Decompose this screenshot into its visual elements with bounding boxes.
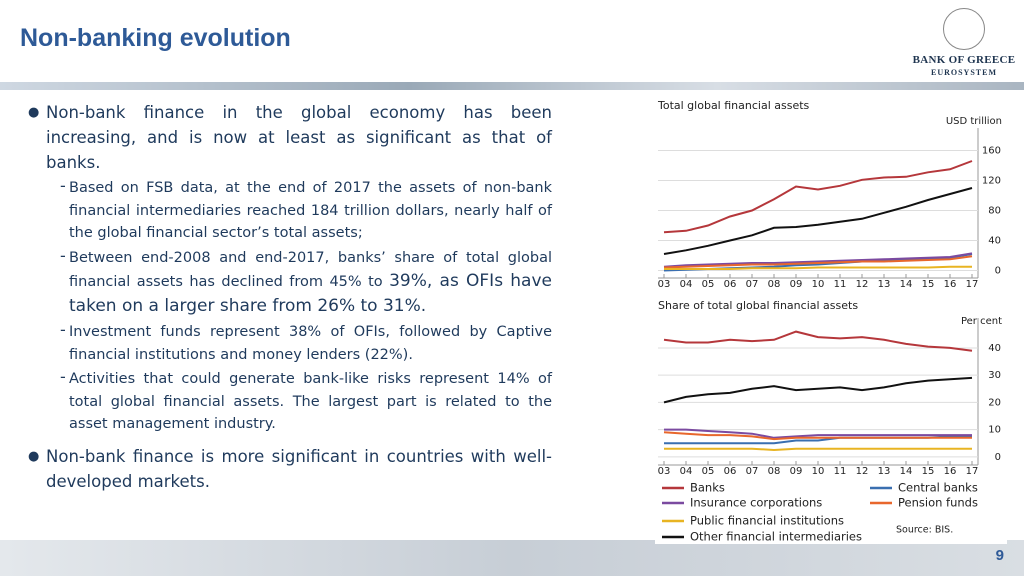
- x-tick-label: 03: [658, 279, 671, 290]
- series-line: [663, 160, 973, 234]
- x-tick-label: 11: [834, 279, 847, 290]
- bullet: Non-bank finance is more significant in …: [28, 444, 552, 494]
- x-tick-label: 14: [900, 279, 913, 290]
- y-tick-label: 40: [988, 343, 1001, 354]
- y-tick-label: 0: [995, 266, 1001, 277]
- sub-bullet-text: Between end-2008 and end-2017, banks’ sh…: [69, 249, 552, 291]
- bullet-text: Non-bank finance is more significant in …: [46, 446, 552, 491]
- series-line: [664, 265, 972, 270]
- bullet: Non-bank finance in the global economy h…: [28, 100, 552, 436]
- x-tick-label: 10: [812, 466, 825, 477]
- sub-bullet-text: Investment funds represent 38% of OFIs, …: [69, 324, 552, 363]
- y-tick-label: 10: [988, 425, 1001, 436]
- sub-bullet-text: Activities that could generate bank-like…: [69, 371, 552, 432]
- x-tick-label: 14: [900, 466, 913, 477]
- logo-subtitle: EUROSYSTEM: [930, 68, 997, 77]
- sub-bullet-text: Based on FSB data, at the end of 2017 th…: [69, 180, 552, 241]
- x-tick-label: 06: [724, 466, 737, 477]
- footer-band: [0, 540, 1024, 576]
- legend-label: Central banks: [898, 481, 978, 495]
- chart-title: Total global financial assets: [657, 99, 810, 112]
- x-tick-label: 12: [856, 279, 869, 290]
- sub-bullet: Investment funds represent 38% of OFIs, …: [46, 319, 552, 366]
- series-line: [664, 447, 972, 452]
- page-number: 9: [995, 547, 1004, 564]
- x-tick-label: 10: [812, 279, 825, 290]
- legend-label: Other financial intermediaries: [690, 530, 862, 544]
- x-tick-label: 15: [922, 279, 935, 290]
- x-tick-label: 08: [768, 279, 781, 290]
- series-line: [663, 376, 973, 404]
- x-tick-label: 13: [878, 466, 891, 477]
- y-tick-label: 160: [982, 146, 1001, 157]
- x-tick-label: 04: [680, 466, 693, 477]
- sub-bullet: Activities that could generate bank-like…: [46, 366, 552, 436]
- x-tick-label: 17: [966, 466, 979, 477]
- x-tick-label: 11: [834, 466, 847, 477]
- y-axis-label: USD trillion: [946, 116, 1002, 127]
- x-tick-label: 16: [944, 466, 957, 477]
- legend-label: Pension funds: [898, 496, 978, 510]
- x-tick-label: 13: [878, 279, 891, 290]
- y-tick-label: 40: [988, 236, 1001, 247]
- y-tick-label: 30: [988, 370, 1001, 381]
- sub-bullet: Between end-2008 and end-2017, banks’ sh…: [46, 245, 552, 320]
- sub-bullet-emphasis: 39%, as OFIs have taken on a larger shar…: [69, 271, 552, 316]
- bullet-list: Non-bank finance in the global economy h…: [28, 100, 552, 502]
- series-line: [663, 187, 973, 255]
- y-tick-label: 120: [982, 176, 1001, 187]
- slide-title: Non-banking evolution: [20, 24, 291, 52]
- x-tick-label: 05: [702, 466, 715, 477]
- bullet-text: Non-bank finance in the global economy h…: [46, 103, 552, 172]
- y-tick-label: 80: [988, 206, 1001, 217]
- chart-panel: [655, 96, 1007, 544]
- series-line: [663, 431, 972, 441]
- y-tick-label: 20: [988, 397, 1001, 408]
- logo-seal: [943, 8, 985, 50]
- y-tick-label: 0: [995, 452, 1001, 463]
- y-axis-label: Per cent: [961, 316, 1002, 327]
- x-tick-label: 04: [680, 279, 693, 290]
- x-tick-label: 07: [746, 279, 759, 290]
- chart-title: Share of total global financial assets: [658, 299, 858, 312]
- x-tick-label: 17: [966, 279, 979, 290]
- legend-label: Banks: [690, 481, 725, 495]
- series-line: [664, 428, 972, 439]
- x-tick-label: 09: [790, 466, 803, 477]
- source-note: Source: BIS.: [896, 525, 953, 536]
- series-line: [663, 330, 973, 352]
- x-tick-label: 03: [658, 466, 671, 477]
- header-band: [0, 82, 1024, 90]
- x-tick-label: 12: [856, 466, 869, 477]
- series-line: [663, 252, 973, 268]
- x-tick-label: 05: [702, 279, 715, 290]
- x-tick-label: 09: [790, 279, 803, 290]
- x-tick-label: 07: [746, 466, 759, 477]
- x-tick-label: 06: [724, 279, 737, 290]
- x-tick-label: 16: [944, 279, 957, 290]
- sub-bullet: Based on FSB data, at the end of 2017 th…: [46, 175, 552, 245]
- logo: BANK OF GREECE EUROSYSTEM: [905, 8, 1023, 77]
- legend-label: Insurance corporations: [690, 496, 822, 510]
- x-tick-label: 08: [768, 466, 781, 477]
- legend-label: Public financial institutions: [690, 514, 844, 528]
- series-line: [663, 255, 973, 269]
- x-tick-label: 15: [922, 466, 935, 477]
- logo-name: BANK OF GREECE: [912, 54, 1016, 66]
